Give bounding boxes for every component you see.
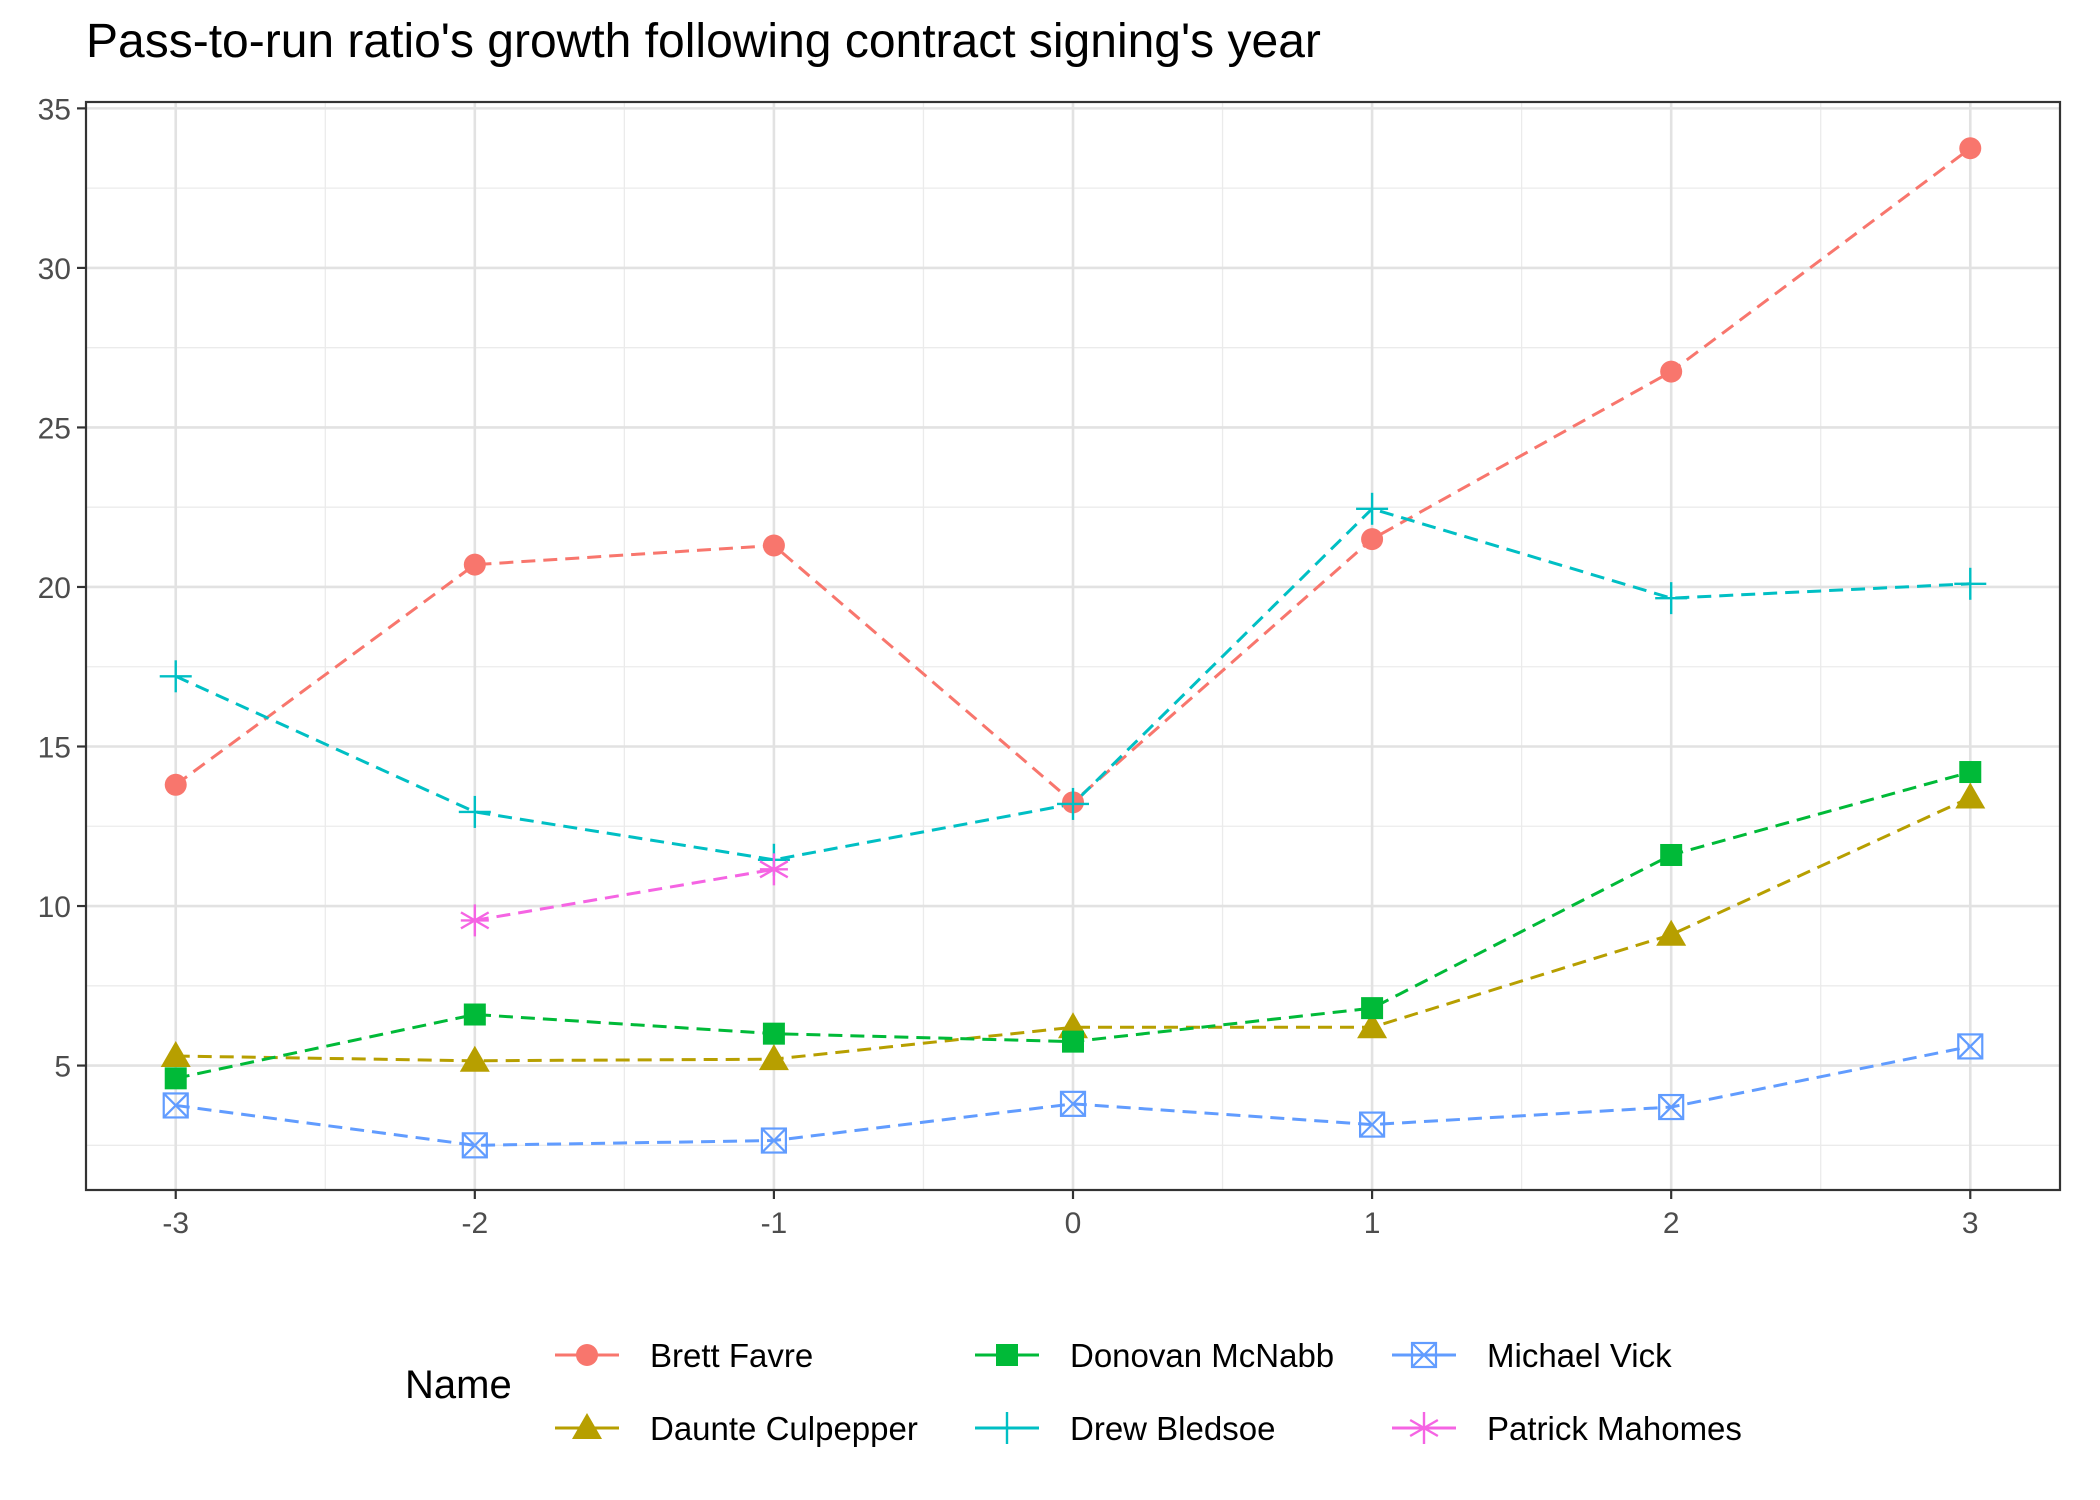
data-point-drew-bledsoe [458,795,491,828]
legend-item-drew-bledsoe: Drew Bledsoe [975,1410,1275,1447]
legend-key-marker [991,1412,1023,1444]
legend-item-brett-favre: Brett Favre [555,1337,813,1374]
legend-item-michael-vick: Michael Vick [1392,1337,1672,1374]
data-point-donovan-mcnabb [762,1022,785,1045]
y-tick-label: 20 [38,572,71,605]
data-point-brett-favre [762,534,785,557]
x-tick-label: -2 [461,1207,488,1240]
y-tick-label: 5 [54,1051,71,1084]
legend-key-marker [1409,1412,1439,1444]
legend-label: Donovan McNabb [1070,1337,1334,1374]
y-tick-label: 10 [38,891,71,924]
legend-key-marker [1410,1341,1438,1369]
data-point-brett-favre [1660,360,1683,383]
data-point-patrick-mahomes [759,853,789,886]
data-point-daunte-culpepper [459,1045,490,1072]
legend-item-donovan-mcnabb: Donovan McNabb [975,1337,1334,1374]
data-point-michael-vick [1059,1090,1087,1117]
data-point-daunte-culpepper [160,1040,191,1067]
data-point-donovan-mcnabb [1062,1030,1084,1053]
legend-label: Michael Vick [1487,1337,1672,1374]
x-tick-label: 0 [1065,1207,1082,1240]
legend-item-daunte-culpepper: Daunte Culpepper [555,1410,918,1447]
data-point-drew-bledsoe [159,660,192,693]
data-point-michael-vick [760,1127,788,1154]
y-tick-label: 25 [38,412,71,445]
data-point-daunte-culpepper [1656,919,1687,946]
chart-title: Pass-to-run ratio's growth following con… [86,15,1321,68]
legend-label: Patrick Mahomes [1487,1410,1742,1447]
data-point-donovan-mcnabb [1361,997,1384,1020]
y-tick-label: 30 [38,253,71,286]
x-tick-label: 3 [1962,1207,1979,1240]
data-point-donovan-mcnabb [1660,843,1683,866]
x-tick-label: 2 [1663,1207,1680,1240]
data-point-patrick-mahomes [460,904,490,937]
data-point-drew-bledsoe [1057,787,1089,820]
data-point-donovan-mcnabb [164,1067,187,1090]
data-point-brett-favre [463,553,486,576]
data-point-brett-favre [1959,137,1982,160]
x-tick-label: 1 [1364,1207,1381,1240]
data-point-donovan-mcnabb [1959,761,1982,784]
data-point-brett-favre [1361,528,1384,551]
x-tick-label: -1 [761,1207,788,1240]
x-tick-label: -3 [162,1207,189,1240]
data-point-michael-vick [1658,1093,1685,1121]
data-point-daunte-culpepper [1357,1012,1388,1039]
y-tick-label: 35 [38,93,71,126]
legend-title: Name [405,1363,512,1407]
legend-key-marker [576,1344,598,1366]
y-tick-label: 15 [38,732,71,765]
legend-label: Brett Favre [650,1337,813,1374]
legend-key-marker [996,1344,1018,1366]
series-line-patrick-mahomes [474,867,775,922]
data-point-daunte-culpepper [758,1044,789,1071]
legend-key-marker [572,1413,602,1439]
data-point-michael-vick [1358,1111,1386,1138]
legend-item-patrick-mahomes: Patrick Mahomes [1392,1410,1742,1447]
data-point-michael-vick [1957,1033,1984,1060]
data-point-drew-bledsoe [1356,492,1389,525]
data-point-drew-bledsoe [1954,567,1987,600]
legend-label: Daunte Culpepper [650,1410,918,1447]
data-point-michael-vick [162,1092,189,1119]
data-point-brett-favre [164,773,187,796]
data-point-daunte-culpepper [1955,782,1986,809]
data-point-drew-bledsoe [1655,582,1688,615]
legend-label: Drew Bledsoe [1070,1410,1275,1447]
data-point-donovan-mcnabb [463,1003,486,1026]
data-point-michael-vick [461,1132,488,1159]
